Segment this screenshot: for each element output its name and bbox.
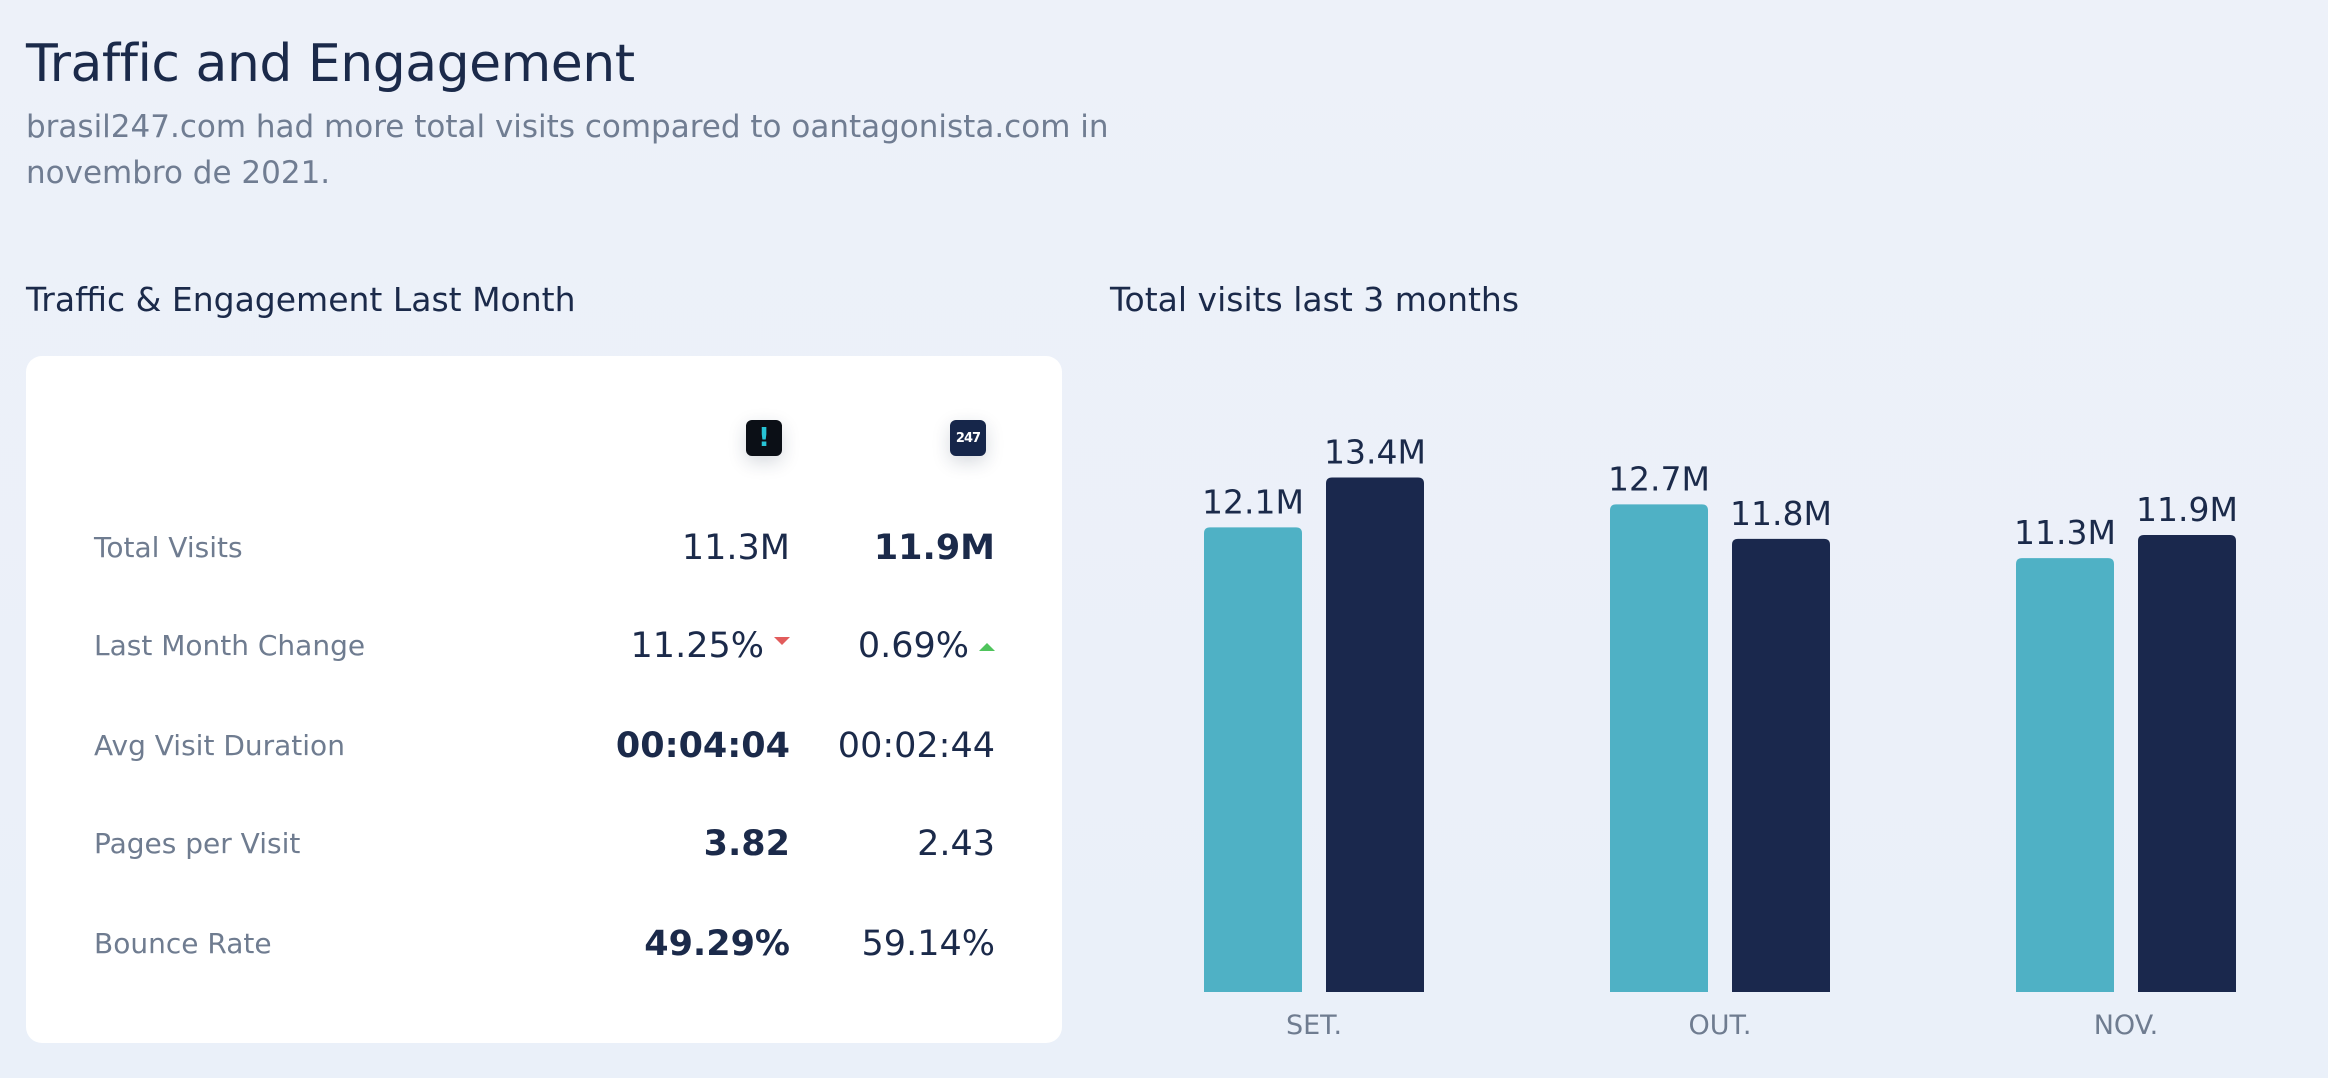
bar-value-label: 12.1M [1202,482,1304,521]
metric-value-site-a: 3.82 [703,824,790,864]
bar-value-label: 11.9M [2136,490,2238,529]
metric-row-bounce-rate: Bounce Rate 49.29% 59.14% [26,914,1062,974]
metric-label: Pages per Visit [94,827,301,860]
engagement-section-title: Traffic & Engagement Last Month [26,280,576,319]
metric-label: Bounce Rate [94,927,272,960]
metric-label: Last Month Change [94,629,366,662]
page-title: Traffic and Engagement [26,34,635,94]
metric-value-site-b: 0.69% [857,626,969,666]
chart-section-title: Total visits last 3 months [1110,280,1520,319]
metric-value-site-a: 11.3M [681,528,790,568]
trend-up-icon [979,643,995,651]
bar-value-label: 13.4M [1324,432,1426,471]
metric-value-site-b: 00:02:44 [837,726,995,766]
bar-brasil247-com-nov[interactable] [2138,535,2236,992]
x-tick-label: NOV. [2094,1010,2159,1041]
bar-oantagonista-com-nov[interactable] [2016,558,2114,992]
metric-value-site-b-wrap: 0.69% [858,616,995,676]
bar-oantagonista-com-set[interactable] [1204,527,1302,992]
metric-value-site-a: 00:04:04 [615,726,790,766]
x-tick-label: OUT. [1689,1010,1752,1041]
bar-value-label: 11.8M [1730,494,1832,533]
engagement-card: ! 247 Total Visits 11.3M 11.9M Last Mont… [26,356,1062,1043]
metric-value-site-a-wrap: 11.25% [631,616,790,676]
brasil247-logo-icon[interactable]: 247 [950,420,986,456]
metric-label: Avg Visit Duration [94,729,345,762]
metric-value-site-a: 11.25% [630,626,764,666]
metric-row-pages-per-visit: Pages per Visit 3.82 2.43 [26,814,1062,874]
trend-down-icon [774,637,790,645]
bar-brasil247-com-set[interactable] [1326,477,1424,992]
bar-value-label: 12.7M [1608,459,1710,498]
bar-brasil247-com-out[interactable] [1732,538,1830,992]
metric-value-site-b: 2.43 [917,824,995,864]
metric-row-total-visits: Total Visits 11.3M 11.9M [26,518,1062,578]
page-subtitle: brasil247.com had more total visits comp… [26,109,1109,191]
metric-row-last-month-change: Last Month Change 11.25% 0.69% [26,616,1062,676]
metric-row-avg-visit-duration: Avg Visit Duration 00:04:04 00:02:44 [26,716,1062,776]
visits-bar-chart: 12.1M 13.4M SET. 12.7M 11.8M OUT. 11.3M 11.9M NO… [1202,432,2238,1041]
bar-oantagonista-com-out[interactable] [1610,504,1708,992]
metric-label: Total Visits [94,531,243,564]
bar-value-label: 11.3M [2014,513,2116,552]
metric-value-site-b: 59.14% [861,924,995,964]
metric-value-site-b: 11.9M [873,528,995,568]
x-tick-label: SET. [1286,1010,1342,1041]
metric-value-site-a: 49.29% [644,924,790,964]
exclamation-logo-icon[interactable]: ! [746,420,782,456]
